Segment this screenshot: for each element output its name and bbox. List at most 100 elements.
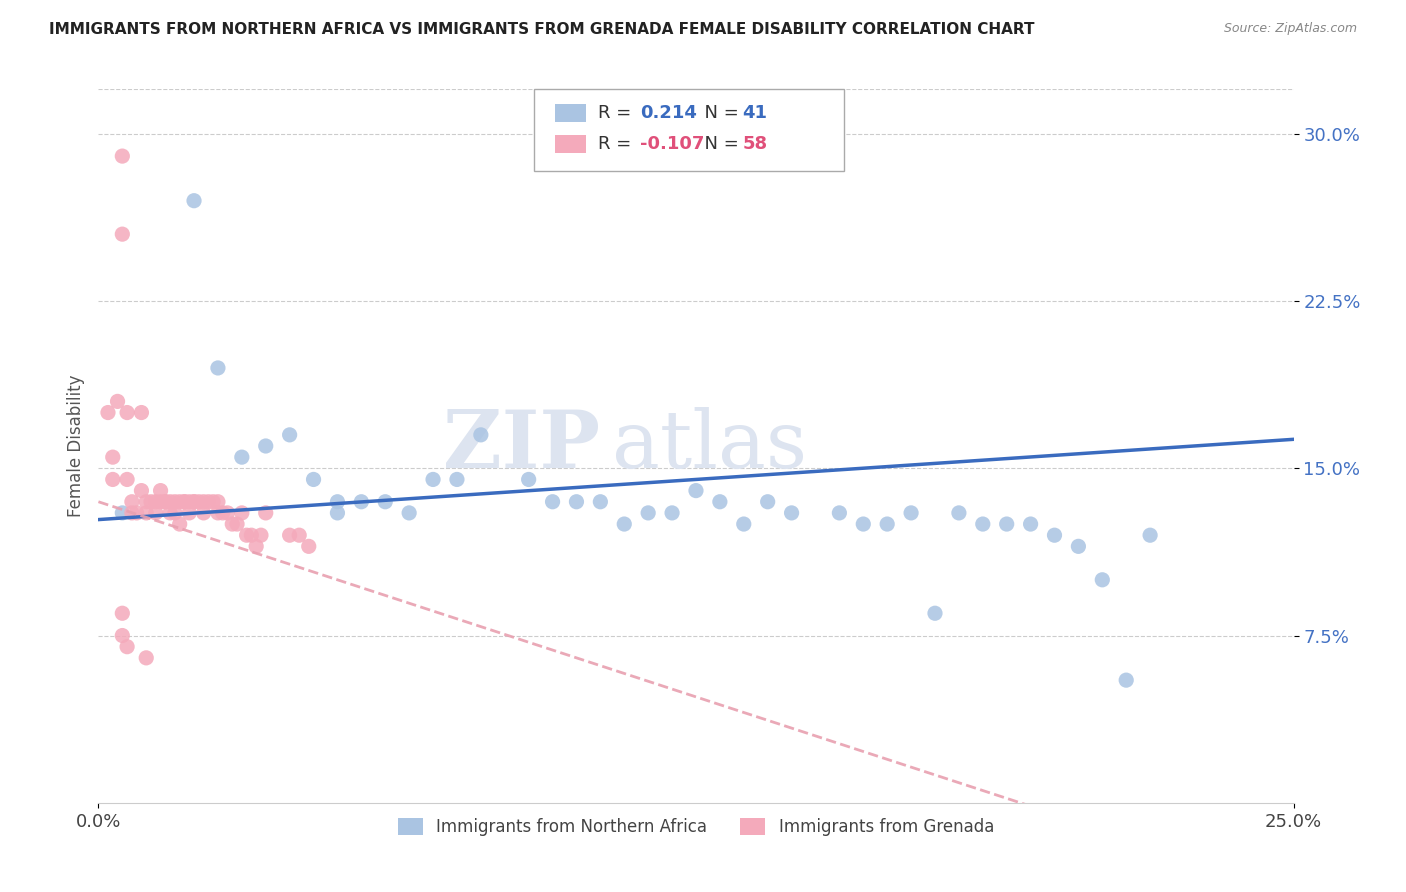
Point	[139, 494, 162, 508]
Text: N =: N =	[693, 135, 745, 153]
Text: -0.107: -0.107	[640, 135, 704, 153]
Point	[207, 360, 229, 375]
Point	[446, 473, 468, 487]
Point	[155, 494, 177, 508]
Point	[187, 494, 209, 508]
Point	[179, 494, 201, 508]
Point	[121, 494, 143, 508]
Point	[235, 528, 257, 542]
Point	[828, 506, 851, 520]
Point	[613, 516, 636, 531]
Point	[226, 516, 249, 531]
Point	[163, 506, 186, 520]
Legend: Immigrants from Northern Africa, Immigrants from Grenada: Immigrants from Northern Africa, Immigra…	[389, 810, 1002, 845]
Point	[145, 506, 167, 520]
Text: IMMIGRANTS FROM NORTHERN AFRICA VS IMMIGRANTS FROM GRENADA FEMALE DISABILITY COR: IMMIGRANTS FROM NORTHERN AFRICA VS IMMIG…	[49, 22, 1035, 37]
Point	[169, 494, 191, 508]
Point	[326, 506, 349, 520]
Point	[111, 149, 134, 163]
Point	[163, 494, 186, 508]
Point	[159, 506, 181, 520]
Point	[733, 516, 755, 531]
Point	[374, 494, 396, 508]
Point	[183, 194, 205, 208]
Point	[183, 494, 205, 508]
Point	[422, 473, 444, 487]
Point	[254, 506, 277, 520]
Text: R =: R =	[598, 135, 637, 153]
Point	[202, 494, 225, 508]
Point	[145, 494, 167, 508]
Point	[131, 483, 153, 498]
Point	[159, 494, 181, 508]
Point	[155, 494, 177, 508]
Point	[398, 506, 420, 520]
Point	[709, 494, 731, 508]
Point	[756, 494, 779, 508]
Point	[97, 405, 120, 419]
Point	[107, 394, 129, 409]
Point	[193, 506, 215, 520]
Point	[470, 427, 492, 442]
Point	[173, 494, 195, 508]
Point	[780, 506, 803, 520]
Point	[135, 494, 157, 508]
Point	[125, 506, 148, 520]
Point	[131, 405, 153, 419]
Text: Source: ZipAtlas.com: Source: ZipAtlas.com	[1223, 22, 1357, 36]
Point	[298, 539, 321, 553]
Point	[326, 494, 349, 508]
Point	[1067, 539, 1090, 553]
Point	[685, 483, 707, 498]
Text: atlas: atlas	[613, 407, 807, 485]
Text: 0.214: 0.214	[640, 104, 696, 122]
Point	[217, 506, 239, 520]
Point	[900, 506, 922, 520]
Point	[211, 506, 233, 520]
Point	[193, 494, 215, 508]
Point	[995, 516, 1018, 531]
Point	[240, 528, 263, 542]
Point	[101, 450, 124, 464]
Point	[111, 607, 134, 621]
Point	[972, 516, 994, 531]
Point	[541, 494, 564, 508]
Point	[1115, 673, 1137, 687]
Y-axis label: Female Disability: Female Disability	[66, 375, 84, 517]
Point	[111, 628, 134, 642]
Point	[948, 506, 970, 520]
Point	[173, 494, 195, 508]
Point	[111, 506, 134, 520]
Point	[637, 506, 659, 520]
Point	[1019, 516, 1042, 531]
Point	[149, 494, 172, 508]
Point	[254, 439, 277, 453]
Point	[183, 494, 205, 508]
Point	[250, 528, 273, 542]
Point	[115, 473, 138, 487]
Point	[1139, 528, 1161, 542]
Point	[876, 516, 898, 531]
Point	[231, 506, 253, 520]
Point	[278, 528, 301, 542]
Point	[149, 483, 172, 498]
Point	[179, 506, 201, 520]
Text: R =: R =	[598, 104, 637, 122]
Point	[288, 528, 311, 542]
Point	[115, 640, 138, 654]
Point	[1043, 528, 1066, 542]
Text: N =: N =	[693, 104, 745, 122]
Text: ZIP: ZIP	[443, 407, 600, 485]
Point	[350, 494, 373, 508]
Point	[517, 473, 540, 487]
Point	[231, 450, 253, 464]
Point	[302, 473, 325, 487]
Point	[111, 227, 134, 241]
Point	[924, 607, 946, 621]
Point	[101, 473, 124, 487]
Point	[221, 516, 243, 531]
Point	[197, 494, 219, 508]
Point	[245, 539, 267, 553]
Point	[115, 405, 138, 419]
Point	[565, 494, 588, 508]
